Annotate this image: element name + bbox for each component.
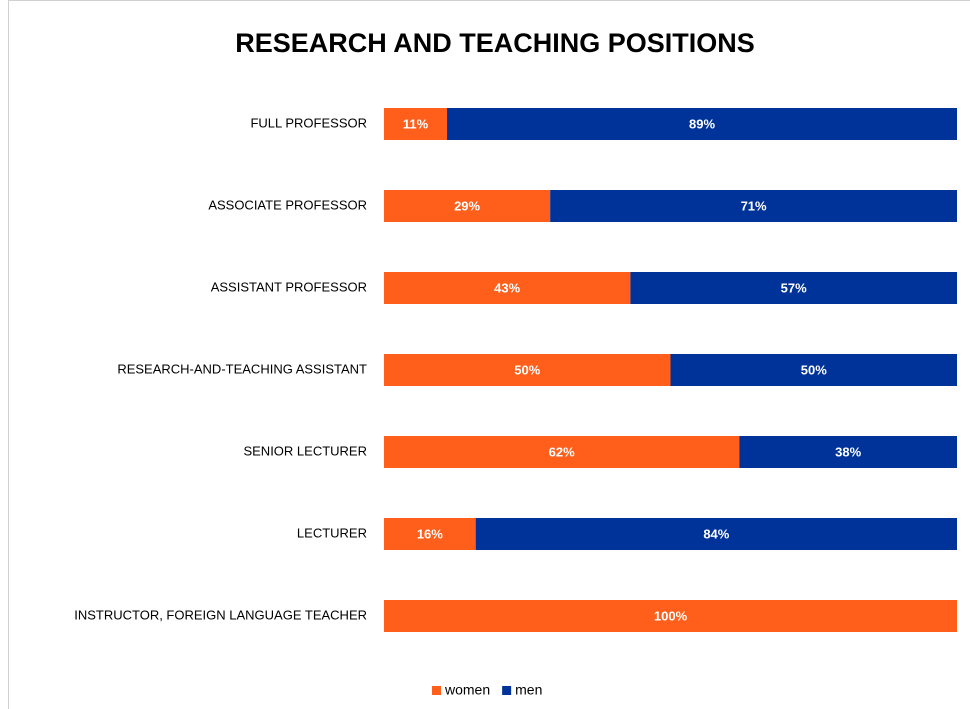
value-label: 62% bbox=[549, 444, 575, 459]
category-label: INSTRUCTOR, FOREIGN LANGUAGE TEACHER bbox=[74, 607, 367, 622]
category-label: ASSOCIATE PROFESSOR bbox=[208, 197, 367, 212]
bar-segment bbox=[384, 272, 631, 304]
legend-box bbox=[415, 677, 575, 703]
category-label: RESEARCH-AND-TEACHING ASSISTANT bbox=[117, 361, 367, 376]
bar-segment bbox=[384, 354, 671, 386]
bar-segment bbox=[630, 272, 957, 304]
bar-segment bbox=[384, 190, 551, 222]
value-label: 29% bbox=[454, 198, 480, 213]
bar-segment bbox=[384, 600, 957, 632]
bar-segment bbox=[384, 518, 476, 550]
bar-segment bbox=[384, 436, 740, 468]
bar-segment bbox=[739, 436, 957, 468]
legend-swatch bbox=[432, 686, 441, 695]
bar-segment bbox=[384, 108, 448, 140]
bar-segment bbox=[447, 108, 957, 140]
legend-label: men bbox=[515, 682, 542, 698]
bar-segment bbox=[550, 190, 957, 222]
value-label: 50% bbox=[801, 362, 827, 377]
value-label: 57% bbox=[781, 280, 807, 295]
bar-segment bbox=[475, 518, 957, 550]
value-label: 38% bbox=[835, 444, 861, 459]
legend-label: women bbox=[444, 682, 490, 698]
value-label: 16% bbox=[417, 526, 443, 541]
value-label: 89% bbox=[689, 116, 715, 131]
value-label: 84% bbox=[703, 526, 729, 541]
value-label: 100% bbox=[654, 608, 688, 623]
value-label: 50% bbox=[514, 362, 540, 377]
category-label: FULL PROFESSOR bbox=[250, 115, 367, 130]
value-label: 43% bbox=[494, 280, 520, 295]
category-label: SENIOR LECTURER bbox=[243, 443, 367, 458]
category-label: LECTURER bbox=[297, 525, 367, 540]
category-label: ASSISTANT PROFESSOR bbox=[211, 279, 367, 294]
chart-title: RESEARCH AND TEACHING POSITIONS bbox=[235, 28, 755, 58]
legend-swatch bbox=[502, 686, 512, 695]
value-label: 71% bbox=[741, 198, 767, 213]
value-label: 11% bbox=[403, 116, 429, 131]
bar-segment bbox=[670, 354, 957, 386]
